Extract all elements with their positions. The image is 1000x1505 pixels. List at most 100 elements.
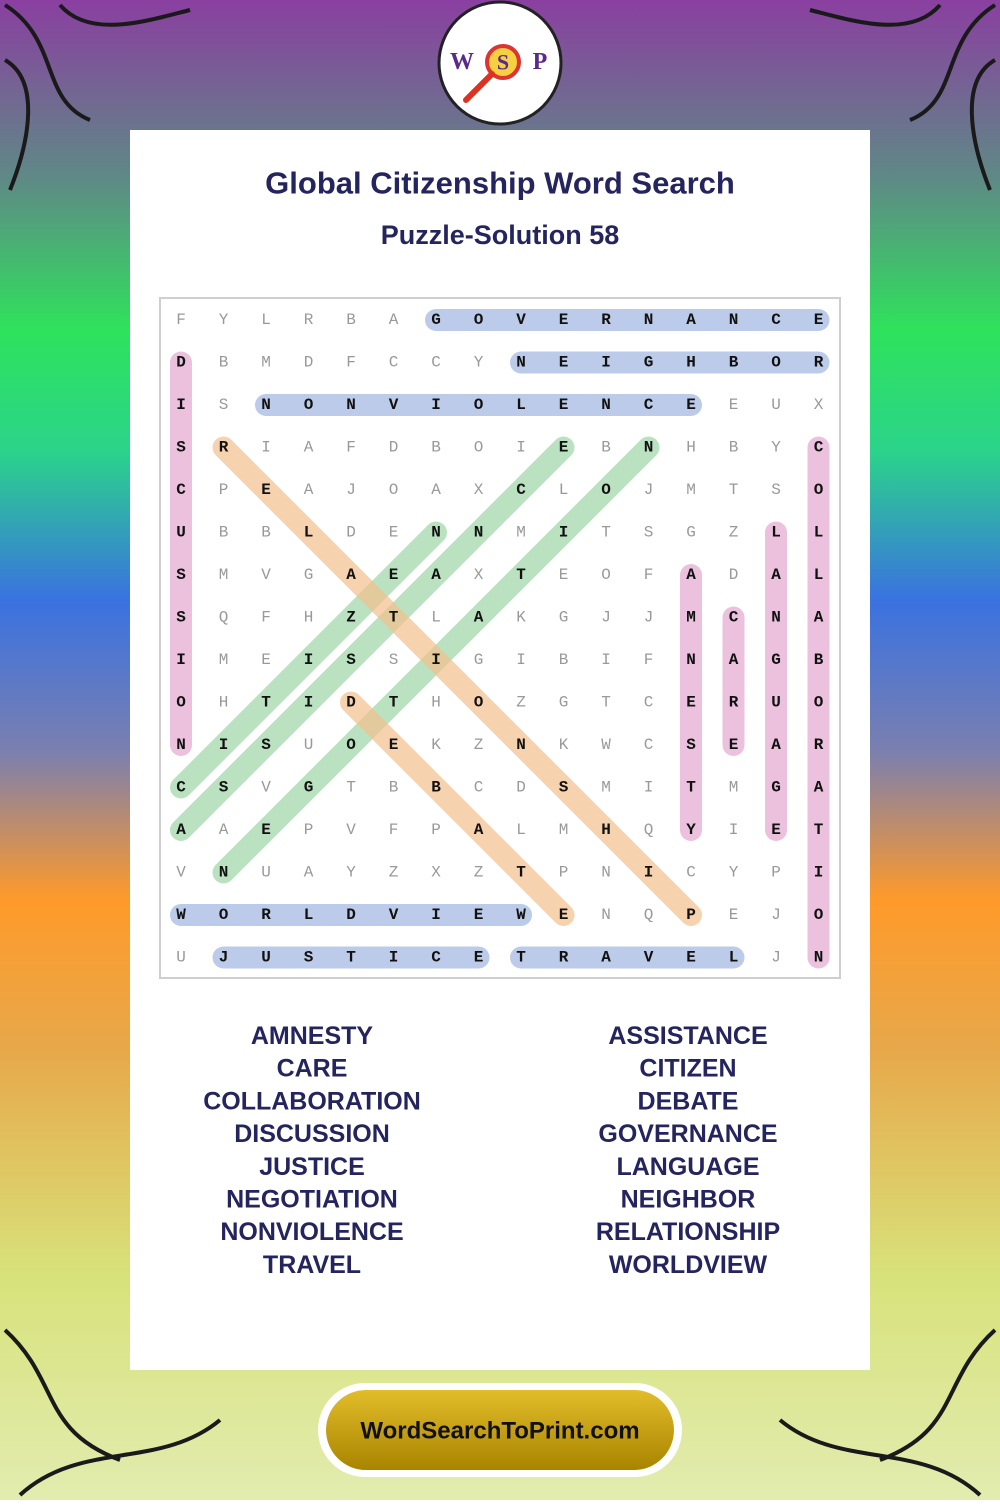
- grid-letter: I: [431, 396, 441, 414]
- word-list-item: CARE: [277, 1055, 348, 1083]
- grid-letter: J: [644, 609, 654, 627]
- grid-letter: D: [516, 779, 526, 797]
- grid-letter: A: [601, 949, 611, 967]
- grid-letter: H: [601, 821, 611, 839]
- grid-letter: F: [176, 311, 186, 329]
- grid-letter: D: [346, 524, 356, 542]
- grid-letter: C: [644, 736, 654, 754]
- grid-letter: G: [771, 779, 781, 797]
- grid-letter: R: [814, 354, 824, 372]
- grid-letter: L: [814, 566, 824, 584]
- grid-letter: P: [431, 821, 441, 839]
- grid-letter: I: [176, 651, 186, 669]
- grid-letter: N: [516, 354, 526, 372]
- grid-letter: U: [176, 524, 186, 542]
- grid-letter: U: [261, 864, 271, 882]
- grid-letter: F: [644, 566, 654, 584]
- grid-letter: O: [474, 311, 484, 329]
- grid-letter: L: [304, 524, 314, 542]
- subtitle: Puzzle-Solution 58: [381, 220, 620, 250]
- grid-letter: B: [601, 439, 611, 457]
- grid-letter: S: [219, 779, 229, 797]
- grid-letter: W: [601, 736, 611, 754]
- grid-letter: N: [601, 396, 611, 414]
- grid-letter: X: [814, 396, 824, 414]
- grid-letter: E: [474, 949, 484, 967]
- grid-letter: R: [304, 311, 314, 329]
- grid-letter: E: [559, 439, 569, 457]
- grid-letter: C: [644, 396, 654, 414]
- grid-letter: X: [431, 864, 441, 882]
- grid-letter: O: [474, 396, 484, 414]
- grid-letter: E: [261, 651, 271, 669]
- grid-letter: L: [814, 524, 824, 542]
- grid-letter: O: [474, 694, 484, 712]
- grid-letter: E: [686, 396, 696, 414]
- grid-letter: C: [516, 481, 526, 499]
- grid-letter: I: [304, 651, 314, 669]
- grid-letter: Z: [346, 609, 356, 627]
- grid-letter: C: [686, 864, 696, 882]
- grid-letter: D: [346, 906, 356, 924]
- grid-letter: Q: [219, 609, 229, 627]
- word-list-item: GOVERNANCE: [598, 1120, 777, 1148]
- grid-letter: U: [771, 694, 781, 712]
- grid-letter: L: [729, 949, 739, 967]
- grid-letter: A: [431, 481, 441, 499]
- grid-letter: Y: [346, 864, 356, 882]
- grid-letter: S: [261, 736, 271, 754]
- grid-letter: I: [304, 694, 314, 712]
- grid-letter: M: [516, 524, 526, 542]
- grid-letter: Q: [644, 906, 654, 924]
- grid-letter: T: [346, 949, 356, 967]
- grid-letter: V: [346, 821, 356, 839]
- grid-letter: C: [771, 311, 781, 329]
- grid-letter: F: [346, 439, 356, 457]
- grid-letter: Y: [474, 354, 484, 372]
- word-list-item: JUSTICE: [259, 1153, 365, 1181]
- grid-letter: L: [559, 481, 569, 499]
- grid-letter: E: [474, 906, 484, 924]
- grid-letter: P: [559, 864, 569, 882]
- grid-letter: Z: [729, 524, 739, 542]
- grid-letter: N: [644, 439, 654, 457]
- grid-letter: G: [474, 651, 484, 669]
- word-list-item: TRAVEL: [263, 1251, 361, 1279]
- grid-letter: T: [516, 864, 526, 882]
- grid-letter: E: [559, 354, 569, 372]
- grid-letter: B: [346, 311, 356, 329]
- grid-letter: E: [729, 906, 739, 924]
- grid-letter: R: [261, 906, 271, 924]
- grid-letter: J: [771, 949, 781, 967]
- grid-letter: N: [474, 524, 484, 542]
- grid-letter: G: [431, 311, 441, 329]
- grid-letter: I: [814, 864, 824, 882]
- grid-letter: E: [559, 311, 569, 329]
- grid-letter: B: [261, 524, 271, 542]
- grid-letter: O: [771, 354, 781, 372]
- grid-letter: L: [261, 311, 271, 329]
- grid-letter: V: [644, 949, 654, 967]
- grid-letter: Y: [771, 439, 781, 457]
- word-list-item: NEGOTIATION: [226, 1186, 398, 1214]
- grid-letter: F: [389, 821, 399, 839]
- grid-letter: S: [219, 396, 229, 414]
- grid-letter: G: [304, 779, 314, 797]
- grid-letter: U: [261, 949, 271, 967]
- grid-letter: I: [601, 354, 611, 372]
- grid-letter: S: [644, 524, 654, 542]
- word-list-item: ASSISTANCE: [608, 1022, 767, 1050]
- grid-letter: N: [729, 311, 739, 329]
- grid-letter: B: [389, 779, 399, 797]
- grid-letter: A: [686, 311, 696, 329]
- grid-letter: C: [431, 354, 441, 372]
- grid-letter: I: [431, 906, 441, 924]
- word-list: AMNESTY CARE COLLABORATION DISCUSSION JUSTIC…: [203, 1022, 780, 1279]
- grid-letter: Z: [389, 864, 399, 882]
- grid-letter: S: [304, 949, 314, 967]
- grid-letter: G: [304, 566, 314, 584]
- grid-letter: E: [686, 949, 696, 967]
- grid-letter: N: [431, 524, 441, 542]
- grid-letter: P: [686, 906, 696, 924]
